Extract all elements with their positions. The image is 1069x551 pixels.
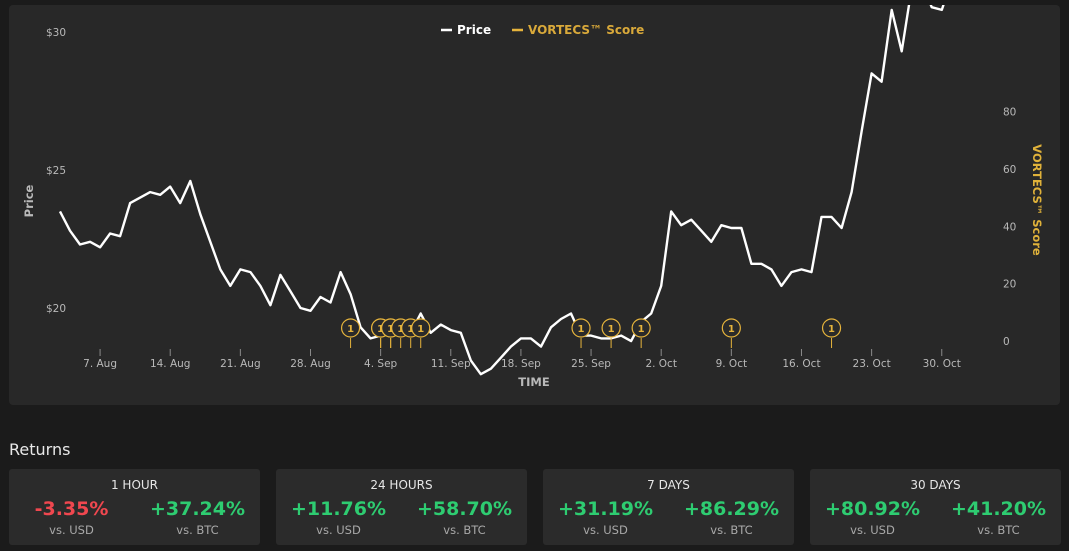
return-period: 30 DAYS	[910, 478, 961, 492]
score-marker[interactable]: 1	[601, 318, 621, 348]
return-period: 24 HOURS	[370, 478, 433, 492]
usd-return-label: vs. USD	[49, 523, 94, 537]
score-tick-label: 60	[1003, 164, 1016, 176]
score-marker[interactable]: 1	[721, 318, 741, 348]
btc-return-value: +37.24%	[149, 498, 246, 520]
score-marker[interactable]: 1	[631, 318, 651, 348]
chart-legend[interactable]: Price VORTECS™ Score	[441, 23, 644, 37]
score-marker-circle	[601, 318, 621, 338]
score-axis: 0 20 40 60 80 VORTECS™ Score	[1003, 107, 1044, 348]
usd-return: +80.92% vs. USD	[810, 496, 935, 538]
score-marker-label: 1	[578, 324, 585, 335]
score-marker-label: 1	[608, 324, 615, 335]
btc-return-label: vs. BTC	[176, 523, 219, 537]
score-marker-label: 1	[397, 324, 404, 335]
time-axis-title: TIME	[518, 375, 550, 389]
time-tick-label: 30. Oct	[923, 358, 961, 370]
time-tick-label: 9. Oct	[716, 358, 748, 370]
usd-return: +31.19% vs. USD	[543, 496, 668, 538]
price-series-line[interactable]	[58, 5, 972, 376]
time-tick-label: 7. Aug	[83, 358, 117, 370]
return-card-7-days: 7 DAYS +31.19% vs. USD +86.29% vs. BTC	[543, 469, 794, 545]
time-axis: 7. Aug 14. Aug 21. Aug 28. Aug 4. Sep 11. Sep…	[83, 349, 961, 389]
time-tick-label: 14. Aug	[150, 358, 191, 370]
return-card-24-hours: 24 HOURS +11.76% vs. USD +58.70% vs. BTC	[276, 469, 527, 545]
btc-return-label: vs. BTC	[710, 523, 753, 537]
score-marker-label: 1	[417, 324, 424, 335]
score-marker-label: 1	[407, 324, 414, 335]
score-marker-layer: 1111111111111	[340, 318, 842, 348]
btc-return: +86.29% vs. BTC	[669, 496, 794, 538]
time-tick-label: 28. Aug	[290, 358, 331, 370]
btc-return: +58.70% vs. BTC	[402, 496, 527, 538]
score-marker-label: 1	[638, 324, 645, 335]
time-tick-label: 23. Oct	[853, 358, 891, 370]
time-tick-label: 21. Aug	[220, 358, 261, 370]
score-marker-circle	[631, 318, 651, 338]
price-axis-title: Price	[22, 184, 36, 217]
btc-return: +41.20% vs. BTC	[936, 496, 1061, 538]
price-axis: $20 $25 $30 Price	[22, 27, 66, 315]
usd-return-label: vs. USD	[316, 523, 361, 537]
legend-label: Price	[457, 23, 491, 37]
score-marker-circle	[340, 318, 361, 338]
score-marker-circle	[821, 318, 842, 338]
usd-return-value: -3.35%	[34, 498, 109, 520]
score-marker-label: 1	[828, 324, 835, 335]
btc-return-label: vs. BTC	[443, 523, 486, 537]
score-marker-circle	[721, 318, 741, 338]
score-marker-label: 1	[377, 324, 384, 335]
returns-heading: Returns	[9, 440, 71, 459]
time-tick-label: 4. Sep	[364, 358, 397, 370]
usd-return-value: +80.92%	[824, 498, 921, 520]
usd-return: -3.35% vs. USD	[9, 496, 134, 538]
time-tick-label: 18. Sep	[501, 358, 541, 370]
btc-return-value: +58.70%	[416, 498, 513, 520]
usd-return-label: vs. USD	[583, 523, 628, 537]
return-period: 1 HOUR	[110, 478, 159, 492]
btc-return-value: +41.20%	[950, 498, 1047, 520]
price-score-chart: Price VORTECS™ Score $20 $25 $30 Price 0 20 40…	[9, 5, 1060, 405]
usd-return-value: +11.76%	[290, 498, 387, 520]
return-period: 7 DAYS	[647, 478, 690, 492]
score-marker-circle	[571, 318, 591, 338]
price-tick-label: $30	[46, 27, 66, 39]
time-tick-label: 2. Oct	[645, 358, 677, 370]
legend-item-price[interactable]: Price	[441, 23, 491, 37]
usd-return-label: vs. USD	[850, 523, 895, 537]
score-tick-label: 20	[1003, 279, 1016, 291]
return-card-1-hour: 1 HOUR -3.35% vs. USD +37.24% vs. BTC	[9, 469, 260, 545]
btc-return: +37.24% vs. BTC	[135, 496, 260, 538]
price-tick-label: $20	[46, 303, 66, 315]
score-marker-circle	[411, 318, 431, 338]
usd-return: +11.76% vs. USD	[276, 496, 401, 538]
score-tick-label: 0	[1003, 336, 1010, 348]
series-layer	[58, 5, 972, 376]
score-marker[interactable]: 1	[340, 318, 361, 348]
btc-return-value: +86.29%	[683, 498, 780, 520]
score-marker-label: 1	[347, 324, 354, 335]
return-card-30-days: 30 DAYS +80.92% vs. USD +41.20% vs. BTC	[810, 469, 1061, 545]
price-tick-label: $25	[46, 165, 66, 177]
legend-label: VORTECS™ Score	[528, 23, 644, 37]
legend-item-score[interactable]: VORTECS™ Score	[512, 23, 644, 37]
score-marker-label: 1	[387, 324, 394, 335]
time-tick-label: 11. Sep	[431, 358, 471, 370]
score-tick-label: 40	[1003, 221, 1016, 233]
btc-return-label: vs. BTC	[977, 523, 1020, 537]
score-tick-label: 80	[1003, 107, 1016, 119]
time-tick-label: 25. Sep	[571, 358, 611, 370]
score-marker[interactable]: 1	[411, 318, 431, 348]
usd-return-value: +31.19%	[557, 498, 654, 520]
time-tick-label: 16. Oct	[782, 358, 820, 370]
score-axis-title: VORTECS™ Score	[1030, 144, 1044, 256]
score-marker[interactable]: 1	[821, 318, 842, 348]
score-marker-label: 1	[728, 324, 735, 335]
chart-canvas: Price VORTECS™ Score $20 $25 $30 Price 0 20 40…	[22, 5, 1044, 389]
score-marker[interactable]: 1	[571, 318, 591, 348]
